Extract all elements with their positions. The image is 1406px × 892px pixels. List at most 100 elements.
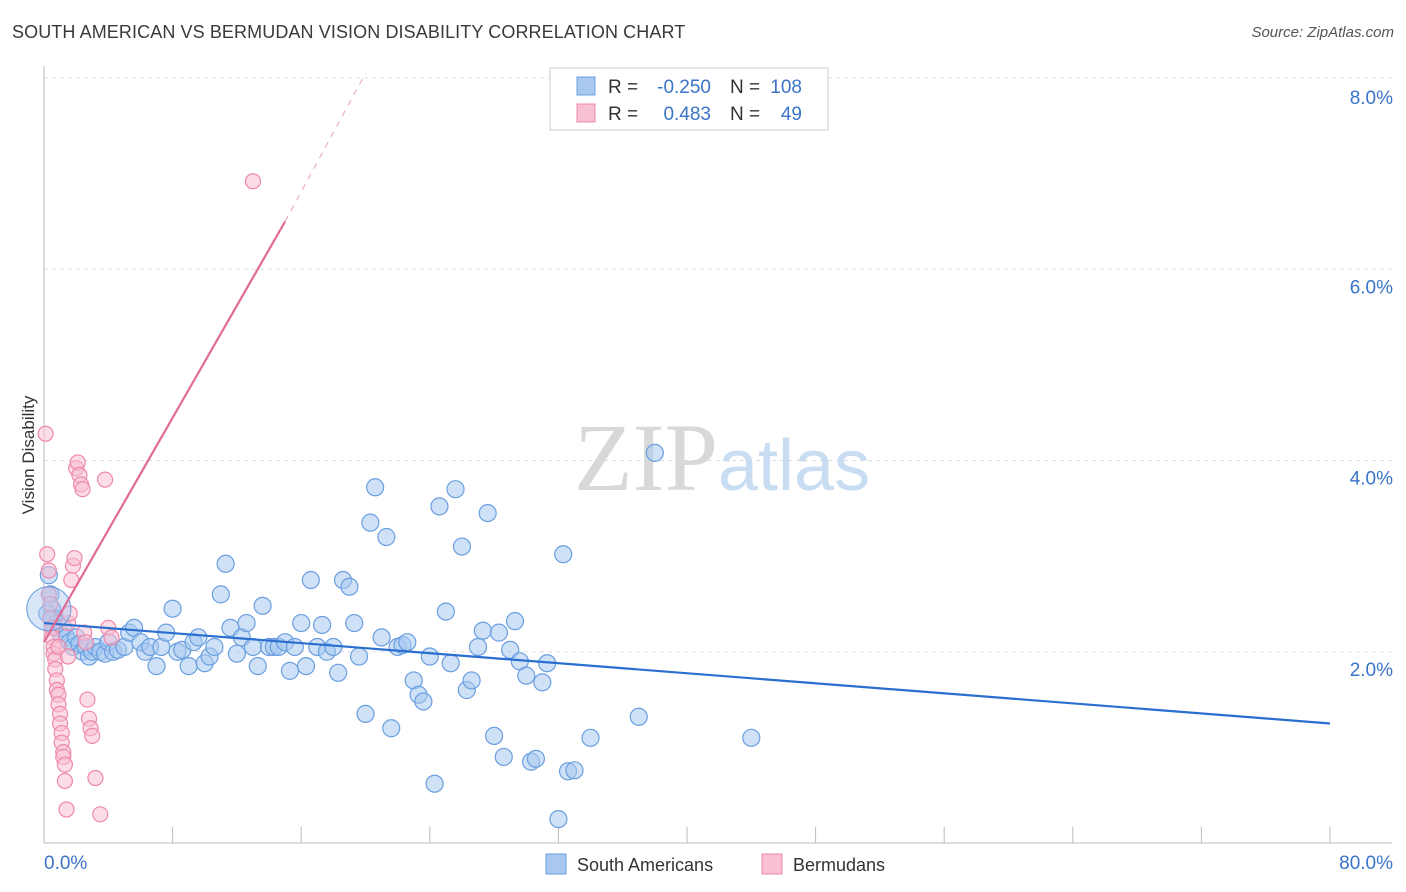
south-american-point-82 xyxy=(430,497,449,516)
south-american-point-109 xyxy=(645,443,664,462)
south-american-point-100 xyxy=(526,749,545,768)
y-tick-label-2: 6.0% xyxy=(1350,277,1393,298)
south-american-point-81 xyxy=(425,774,444,793)
south-american-point-96 xyxy=(505,612,525,631)
legend-n-label-2: N = xyxy=(730,104,760,125)
south-american-point-72 xyxy=(377,527,396,547)
chart-source: Source: ZipAtlas.com xyxy=(1251,24,1394,41)
bermudan-point-22 xyxy=(56,756,73,773)
south-american-point-60 xyxy=(312,615,332,635)
grid-lines xyxy=(44,77,1392,653)
legend-n-label-1: N = xyxy=(730,77,760,98)
south-american-point-40 xyxy=(205,637,224,657)
y-axis-label: Vision Disability xyxy=(19,395,38,514)
south-american-point-67 xyxy=(349,647,369,666)
south-american-point-89 xyxy=(468,637,488,657)
south-american-point-93 xyxy=(489,623,509,642)
bermudans-trend-line-extension xyxy=(284,72,366,222)
bermudan-point-37 xyxy=(79,691,96,708)
trend-lines xyxy=(43,72,1331,725)
south-american-point-32 xyxy=(163,599,182,618)
legend-r-label-2: R = xyxy=(608,104,638,125)
south-american-point-35 xyxy=(179,656,198,676)
bottom-legend-swatch-south-americans xyxy=(545,853,567,875)
south-american-point-73 xyxy=(382,719,401,738)
south-american-point-98 xyxy=(517,666,536,685)
south-american-point-106 xyxy=(565,761,584,780)
bottom-legend-label-south-americans: South Americans xyxy=(577,855,713,875)
south-american-cluster-point xyxy=(26,586,72,632)
bermudan-point-29 xyxy=(66,549,83,567)
y-tick-label-0: 2.0% xyxy=(1350,660,1393,681)
south-american-point-86 xyxy=(452,537,472,556)
y-tick-label-1: 4.0% xyxy=(1350,469,1393,490)
x-tick-label-0: 0.0% xyxy=(44,853,87,874)
south-american-point-49 xyxy=(253,596,272,615)
south-american-point-63 xyxy=(329,663,348,682)
bottom-legend-label-bermudans: Bermudans xyxy=(793,855,885,875)
south-american-point-44 xyxy=(227,644,246,663)
south-american-point-65 xyxy=(340,577,359,596)
bermudan-point-36 xyxy=(77,634,94,651)
bermudans-trend-line xyxy=(43,220,287,643)
south-american-point-57 xyxy=(296,656,316,676)
south-american-point-103 xyxy=(549,809,568,829)
bermudan-point-47 xyxy=(60,648,77,665)
legend-n-value-2: 49 xyxy=(781,104,802,125)
south-american-point-56 xyxy=(292,613,311,633)
legend-n-value-1: 108 xyxy=(770,77,802,98)
south-american-point-79 xyxy=(414,692,433,711)
bermudan-point-45 xyxy=(103,629,120,646)
bermudan-point-48 xyxy=(244,173,262,190)
bermudan-point-0 xyxy=(37,425,54,442)
legend-box: R = -0.250 N = 108 R = 0.483 N = 49 xyxy=(549,67,829,131)
watermark: ZIP atlas xyxy=(574,404,870,511)
x-tick-label-1: 80.0% xyxy=(1339,853,1393,874)
south-american-point-94 xyxy=(494,747,513,767)
south-american-point-85 xyxy=(446,480,465,499)
south-american-point-90 xyxy=(473,621,492,640)
legend-r-label-1: R = xyxy=(608,77,638,98)
bermudan-point-43 xyxy=(96,471,114,488)
legend-swatch-south-americans xyxy=(576,76,596,96)
south-american-point-54 xyxy=(280,661,300,680)
tick-labels: 2.0% 4.0% 6.0% 8.0% 0.0% 80.0% xyxy=(44,88,1393,874)
south-american-point-68 xyxy=(356,704,375,724)
bermudan-point-24 xyxy=(58,801,75,818)
south-american-point-46 xyxy=(237,613,256,633)
south-american-point-91 xyxy=(478,503,497,523)
south-american-point-108 xyxy=(629,707,648,726)
south-american-point-42 xyxy=(216,554,235,573)
south-american-point-110 xyxy=(742,728,761,747)
watermark-atlas: atlas xyxy=(718,426,870,506)
south-american-point-70 xyxy=(366,478,385,497)
south-american-point-55 xyxy=(285,637,304,657)
bottom-legend-swatch-bermudans xyxy=(761,853,783,875)
legend-swatch-bermudans xyxy=(576,103,596,123)
bermudan-point-34 xyxy=(74,481,91,498)
south-american-point-107 xyxy=(581,728,600,747)
data-points xyxy=(26,173,761,829)
south-american-point-69 xyxy=(361,513,380,532)
south-american-point-71 xyxy=(372,628,391,647)
south-american-point-83 xyxy=(436,602,455,621)
bottom-legend: South Americans Bermudans xyxy=(545,853,885,875)
south-american-point-104 xyxy=(554,545,573,564)
watermark-zip: ZIP xyxy=(574,404,718,511)
bermudan-point-41 xyxy=(87,769,104,787)
bermudan-point-2 xyxy=(40,562,57,579)
legend-r-value-2: 0.483 xyxy=(663,104,711,125)
south-american-point-76 xyxy=(398,633,417,652)
south-american-point-58 xyxy=(301,570,320,590)
south-american-point-84 xyxy=(441,654,460,673)
bermudan-point-42 xyxy=(92,806,109,823)
south-american-point-88 xyxy=(462,671,481,690)
y-tick-label-3: 8.0% xyxy=(1350,88,1393,109)
legend-r-value-1: -0.250 xyxy=(657,77,711,98)
south-american-point-41 xyxy=(211,585,230,604)
south-american-point-29 xyxy=(147,656,166,676)
south-american-point-92 xyxy=(485,726,504,746)
bermudan-point-26 xyxy=(61,605,78,622)
axes xyxy=(43,66,1392,844)
